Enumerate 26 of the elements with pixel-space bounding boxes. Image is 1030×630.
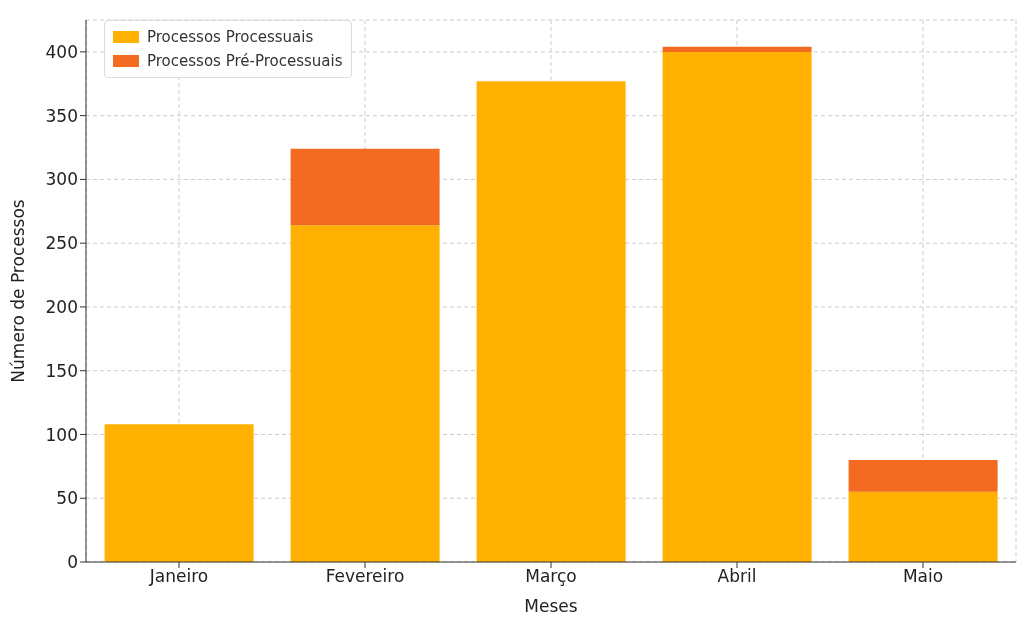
bar [848, 491, 998, 562]
x-tick-label: Janeiro [148, 566, 209, 587]
legend-label: Processos Pré-Processuais [147, 51, 343, 72]
x-axis-title: Meses [524, 596, 578, 616]
legend-label: Processos Processuais [147, 27, 314, 48]
y-tick-label: 150 [45, 360, 78, 381]
y-tick-label: 50 [56, 488, 78, 509]
bar [104, 424, 254, 562]
y-tick-label: 300 [45, 169, 78, 190]
bar [848, 459, 998, 492]
x-tick-label: Abril [717, 566, 757, 587]
y-tick-label: 100 [45, 424, 78, 445]
bar [290, 148, 440, 226]
bar [476, 81, 626, 562]
y-tick-label: 250 [45, 233, 78, 254]
bar [662, 51, 812, 562]
x-tick-label: Maio [902, 566, 944, 587]
y-tick-label: 200 [45, 296, 78, 317]
bar [290, 225, 440, 562]
y-axis-title: Número de Processos [8, 199, 29, 383]
y-tick-label: 0 [67, 552, 78, 573]
bar [662, 46, 812, 52]
x-tick-label: Fevereiro [325, 566, 405, 587]
x-tick-label: Março [525, 566, 577, 587]
y-tick-label: 400 [45, 41, 78, 62]
y-tick-label: 350 [45, 105, 78, 126]
